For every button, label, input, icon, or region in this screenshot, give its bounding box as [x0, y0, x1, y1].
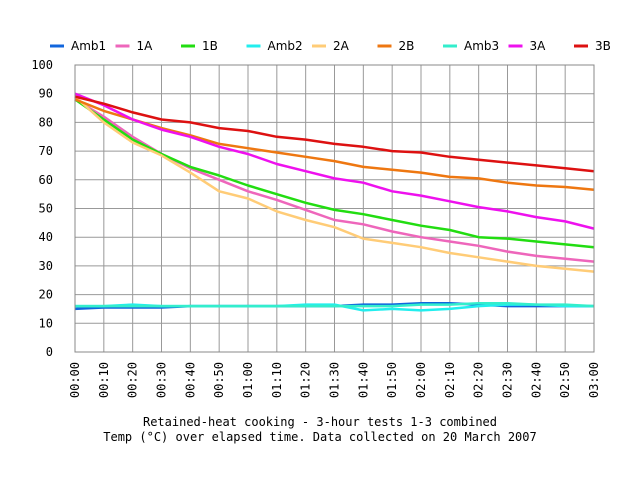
legend-label: 3A	[530, 39, 547, 53]
x-tick-label: 02:30	[501, 362, 515, 398]
series-lines	[74, 92, 595, 312]
x-tick-label: 01:10	[270, 362, 284, 398]
x-tick-label: 00:10	[97, 362, 111, 398]
x-tick-label: 03:00	[587, 362, 601, 398]
y-tick-label: 20	[39, 288, 53, 302]
y-tick-label: 10	[39, 316, 53, 330]
axes: 0 10 20 30 40 50 60 70 80 90 100 00:00 00:10 00:20 00:…	[31, 58, 601, 398]
y-tick-label: 90	[39, 87, 53, 101]
series-line-3a	[74, 92, 595, 230]
x-tick-label: 00:00	[68, 362, 82, 398]
legend-label: Amb3	[464, 39, 499, 53]
x-tick-label: 01:30	[328, 362, 342, 398]
x-tick-label: 01:50	[385, 362, 399, 398]
x-tick-label: 01:00	[241, 362, 255, 398]
x-tick-label: 02:20	[472, 362, 486, 398]
x-tick-label: 01:20	[299, 362, 313, 398]
grid-lines	[74, 64, 595, 353]
series-line-amb3	[75, 301, 595, 308]
x-tick-label: 02:00	[414, 362, 428, 398]
legend-label: 1B	[202, 39, 218, 53]
legend-label: 1A	[137, 39, 154, 53]
series-line-2a	[74, 95, 595, 273]
x-tick-label: 02:40	[529, 362, 543, 398]
y-tick-label: 40	[39, 230, 53, 244]
y-tick-label: 100	[31, 58, 53, 72]
x-tick-label: 00:50	[212, 362, 226, 398]
legend: Amb1 1A 1B Amb2 2A 2B Amb3 3A 3B	[50, 39, 611, 53]
legend-label: Amb2	[268, 39, 303, 53]
y-tick-label: 70	[39, 144, 53, 158]
legend-label: 2B	[399, 39, 415, 53]
legend-label: 2A	[333, 39, 350, 53]
chart-caption-line2: Temp (°C) over elapsed time. Data collec…	[103, 430, 536, 444]
series-line-3b	[74, 95, 595, 173]
legend-label: 3B	[595, 39, 611, 53]
y-tick-label: 50	[39, 202, 53, 216]
chart-caption-line1: Retained-heat cooking - 3-hour tests 1-3…	[143, 415, 497, 429]
y-tick-label: 80	[39, 115, 53, 129]
series-line-2b	[74, 98, 595, 192]
y-tick-label: 60	[39, 173, 53, 187]
x-tick-label: 02:10	[443, 362, 457, 398]
x-tick-label: 02:50	[558, 362, 572, 398]
x-tick-label: 01:40	[356, 362, 370, 398]
y-tick-label: 30	[39, 259, 53, 273]
x-tick-label: 00:20	[126, 362, 140, 398]
x-tick-label: 00:40	[183, 362, 197, 398]
plot-frame	[74, 64, 595, 353]
legend-label: Amb1	[71, 39, 106, 53]
y-tick-label: 0	[46, 345, 53, 359]
series-line-1b	[74, 98, 595, 249]
x-tick-label: 00:30	[155, 362, 169, 398]
